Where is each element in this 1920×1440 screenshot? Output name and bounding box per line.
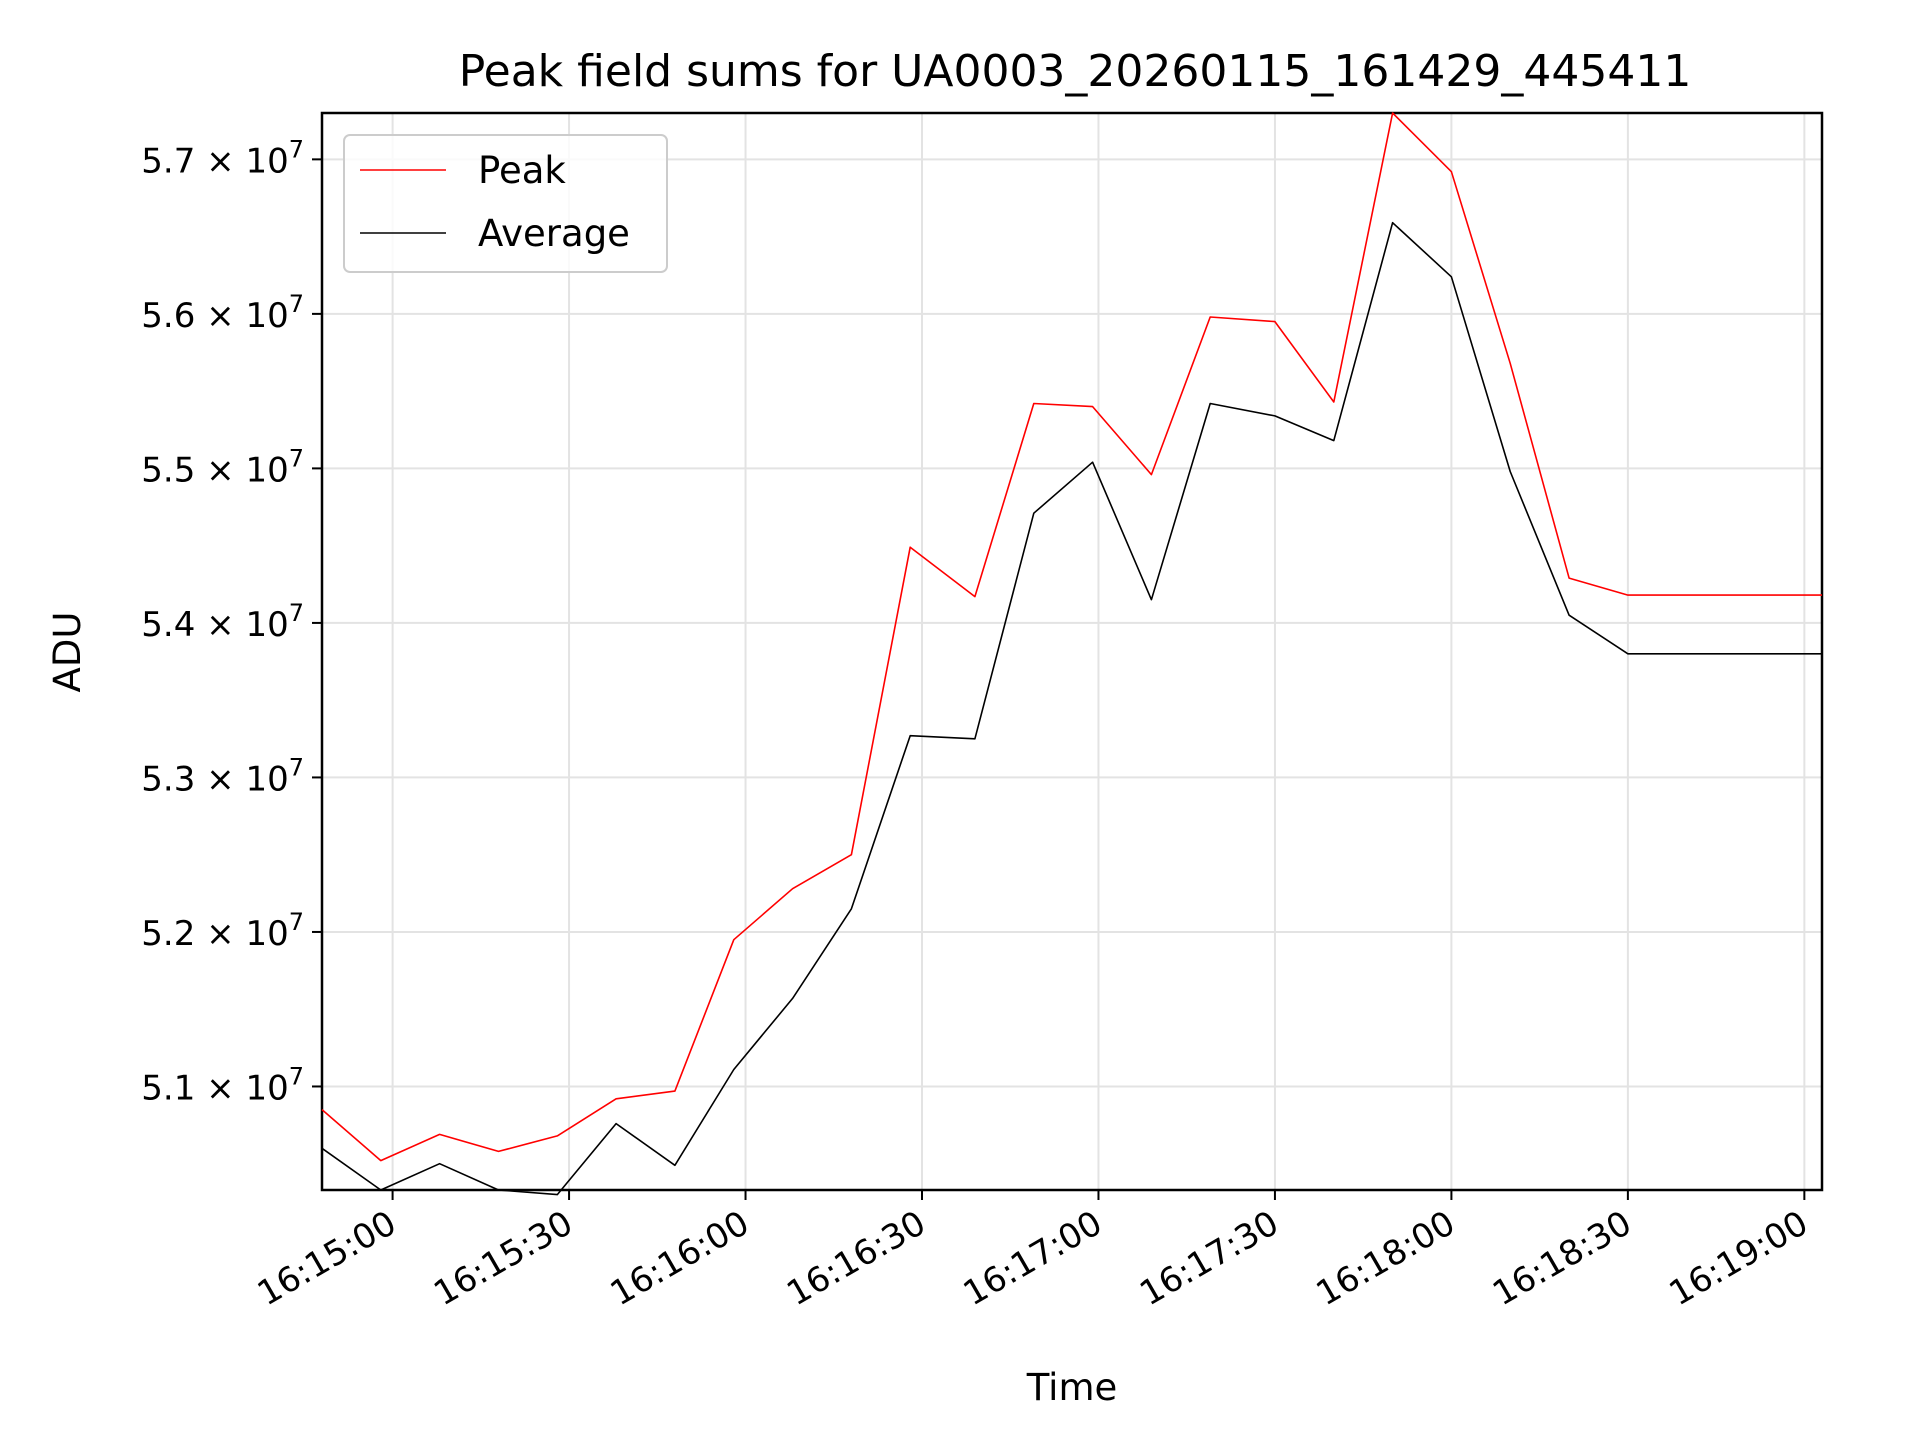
y-tick-multiplier: × 10	[195, 605, 288, 645]
y-tick-exponent: 7	[289, 753, 304, 781]
y-tick-mantissa: 5.3	[141, 759, 195, 799]
y-tick-mantissa: 5.5	[141, 450, 195, 490]
x-tick-label: 16:18:00	[1310, 1203, 1462, 1314]
y-tick-label: 5.5 × 107	[141, 444, 304, 490]
chart-title: Peak field sums for UA0003_20260115_1614…	[459, 46, 1692, 97]
y-tick-mantissa: 5.7	[141, 141, 195, 181]
y-tick-multiplier: × 10	[195, 1068, 288, 1108]
legend-label-peak: Peak	[478, 149, 566, 192]
y-tick-exponent: 7	[289, 290, 304, 318]
x-tick-label: 16:17:00	[957, 1203, 1109, 1314]
y-tick-exponent: 7	[289, 444, 304, 472]
x-axis-ticks: 16:15:00 16:15:30 16:16:00 16:16:30 16:17:00…	[251, 1190, 1815, 1314]
y-tick-label: 5.2 × 107	[141, 908, 304, 954]
y-tick-mantissa: 5.2	[141, 914, 195, 954]
y-tick-exponent: 7	[289, 135, 304, 163]
x-tick-label: 16:16:30	[780, 1203, 932, 1314]
y-tick-mantissa: 5.6	[141, 296, 195, 336]
x-tick-label: 16:17:30	[1133, 1203, 1285, 1314]
y-tick-mantissa: 5.4	[141, 605, 195, 645]
y-axis-label: ADU	[46, 612, 89, 693]
x-tick-label: 16:18:30	[1486, 1203, 1638, 1314]
grid	[322, 113, 1822, 1190]
legend: Peak Average	[343, 134, 668, 273]
y-tick-exponent: 7	[289, 599, 304, 627]
series-line-peak	[321, 112, 1822, 1162]
series-line-average	[321, 221, 1822, 1196]
y-tick-mantissa: 5.1	[141, 1068, 195, 1108]
y-tick-label: 5.3 × 107	[141, 753, 304, 799]
y-tick-exponent: 7	[289, 908, 304, 936]
legend-label-average: Average	[478, 212, 630, 255]
y-tick-multiplier: × 10	[195, 141, 288, 181]
y-tick-label: 5.1 × 107	[141, 1062, 304, 1108]
x-tick-label: 16:15:00	[251, 1203, 403, 1314]
x-axis-label: Time	[1026, 1366, 1118, 1409]
series-lines	[321, 112, 1822, 1196]
plot-area-frame	[320, 111, 1824, 1192]
y-tick-label: 5.7 × 107	[141, 135, 304, 181]
y-tick-multiplier: × 10	[195, 759, 288, 799]
y-tick-label: 5.6 × 107	[141, 290, 304, 336]
y-tick-multiplier: × 10	[195, 450, 288, 490]
y-tick-label: 5.4 × 107	[141, 599, 304, 645]
x-tick-label: 16:15:30	[427, 1203, 579, 1314]
x-tick-label: 16:16:00	[604, 1203, 756, 1314]
y-tick-multiplier: × 10	[195, 296, 288, 336]
y-tick-exponent: 7	[289, 1062, 304, 1090]
x-tick-label: 16:19:00	[1663, 1203, 1815, 1314]
y-tick-multiplier: × 10	[195, 914, 288, 954]
